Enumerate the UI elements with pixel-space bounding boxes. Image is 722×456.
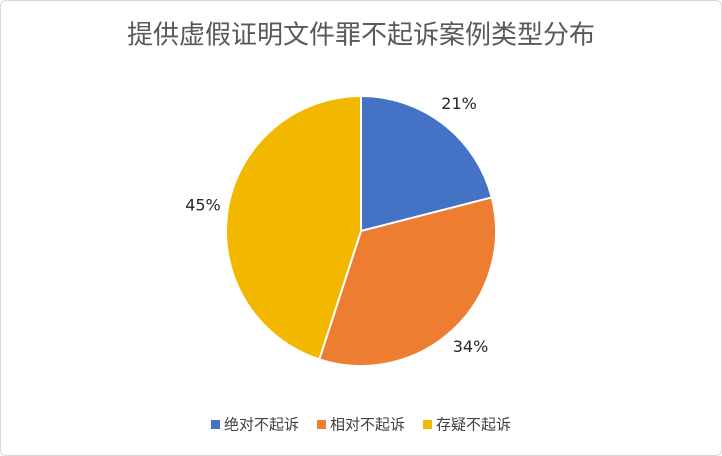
chart-title: 提供虚假证明文件罪不起诉案例类型分布 bbox=[127, 21, 595, 51]
pie-slice bbox=[360, 94, 493, 233]
legend-label: 绝对不起诉 bbox=[224, 416, 299, 434]
legend-swatch bbox=[423, 420, 433, 429]
legend-label: 存疑不起诉 bbox=[436, 416, 511, 434]
data-label: 21% bbox=[441, 94, 477, 113]
legend-label: 相对不起诉 bbox=[330, 416, 405, 434]
legend-swatch bbox=[210, 420, 220, 429]
pie-slice bbox=[318, 196, 497, 367]
data-label: 45% bbox=[185, 195, 221, 214]
legend-swatch bbox=[316, 420, 326, 429]
data-label: 34% bbox=[453, 337, 489, 356]
pie-slice bbox=[225, 94, 362, 361]
